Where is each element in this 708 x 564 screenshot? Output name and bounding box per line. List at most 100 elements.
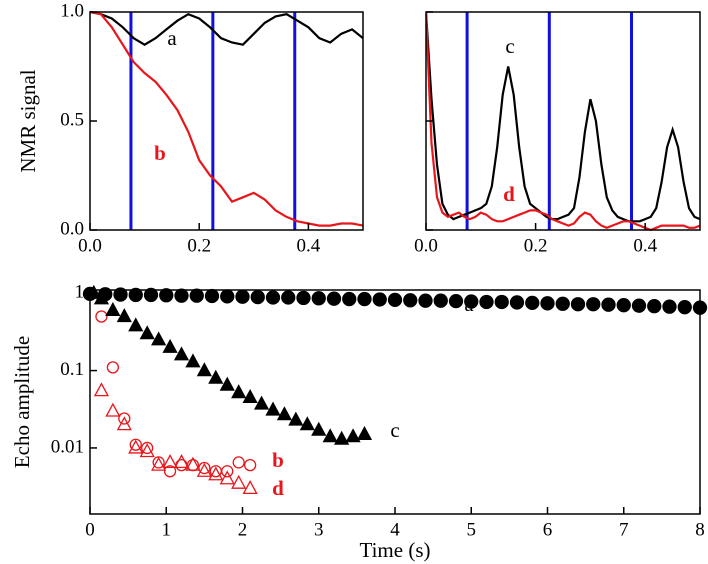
marker (231, 384, 247, 399)
marker (601, 297, 616, 312)
marker (464, 294, 479, 309)
marker (139, 325, 155, 340)
marker (616, 298, 631, 313)
marker (219, 470, 235, 485)
marker (204, 288, 220, 304)
marker (372, 292, 387, 307)
marker (128, 439, 144, 454)
series-label: c (390, 418, 399, 442)
marker (242, 480, 258, 495)
marker (494, 294, 509, 310)
x-tick-label: 0 (85, 519, 95, 540)
x-tick-label: 3 (314, 519, 324, 540)
marker (509, 295, 525, 310)
x-tick-label: 0.0 (414, 235, 438, 256)
marker (555, 296, 570, 311)
x-tick-label: 4 (390, 519, 400, 540)
marker (189, 288, 204, 303)
marker (586, 297, 601, 312)
marker (662, 299, 677, 314)
marker (311, 291, 326, 306)
x-tick-label: 5 (467, 519, 477, 540)
line (90, 10, 364, 46)
marker (250, 289, 265, 305)
marker (173, 454, 190, 469)
marker (479, 294, 494, 310)
marker (242, 389, 258, 404)
y-tick-label: 1.0 (60, 0, 84, 21)
series-label: b (272, 448, 284, 472)
line (426, 11, 701, 223)
line (426, 11, 701, 232)
marker (139, 443, 155, 458)
marker (299, 416, 315, 431)
marker (106, 361, 120, 374)
y-tick-label: 0.1 (60, 359, 84, 380)
marker (525, 295, 540, 311)
x-tick-label: 6 (543, 519, 553, 540)
marker (677, 300, 692, 315)
marker (220, 289, 235, 304)
marker (418, 293, 433, 308)
series-label: d (272, 476, 284, 500)
marker (296, 290, 311, 306)
marker (235, 289, 250, 304)
marker (232, 456, 245, 469)
line (90, 10, 364, 227)
marker (93, 290, 110, 305)
marker (265, 290, 281, 305)
marker (322, 428, 338, 443)
marker (631, 298, 647, 313)
marker (151, 331, 167, 346)
marker (151, 456, 167, 471)
marker (113, 287, 128, 302)
marker (357, 291, 372, 307)
marker (196, 462, 212, 477)
marker (116, 416, 132, 431)
marker (326, 291, 342, 306)
marker (540, 296, 555, 311)
marker (118, 412, 131, 425)
series-label: c (505, 34, 514, 58)
marker (162, 338, 178, 353)
marker (116, 308, 132, 323)
series-label: d (503, 182, 515, 206)
marker (265, 401, 281, 416)
series-label: a (464, 292, 474, 316)
series-label: a (167, 26, 177, 50)
marker (143, 287, 159, 303)
y-tick-label: 1 (75, 282, 85, 303)
marker (243, 458, 257, 472)
marker (185, 456, 201, 471)
x-tick-label: 1 (162, 519, 172, 540)
marker (208, 466, 224, 481)
series-label: b (154, 141, 166, 165)
x-axis-title: Time (s) (360, 538, 431, 562)
x-tick-label: 7 (619, 519, 629, 540)
x-tick-label: 8 (695, 519, 705, 540)
x-tick-label: 0.0 (78, 235, 102, 256)
marker (163, 465, 177, 478)
marker (219, 376, 235, 391)
marker (128, 287, 143, 303)
marker (173, 346, 190, 361)
marker (159, 288, 174, 303)
marker (221, 465, 234, 478)
marker (185, 353, 201, 368)
marker (403, 293, 418, 308)
marker (433, 293, 448, 308)
x-tick-label: 0.4 (297, 235, 321, 256)
x-tick-label: 0.4 (633, 235, 657, 256)
x-tick-label: 2 (238, 519, 248, 540)
y-tick-label: 0.0 (60, 218, 84, 239)
marker (387, 292, 403, 308)
y-tick-label: 0.5 (60, 109, 84, 130)
marker (93, 382, 110, 397)
y-tick-label: 0.01 (51, 436, 84, 457)
marker (196, 362, 212, 377)
marker (288, 411, 304, 426)
marker (356, 425, 373, 440)
marker (105, 402, 121, 417)
marker (342, 291, 357, 307)
